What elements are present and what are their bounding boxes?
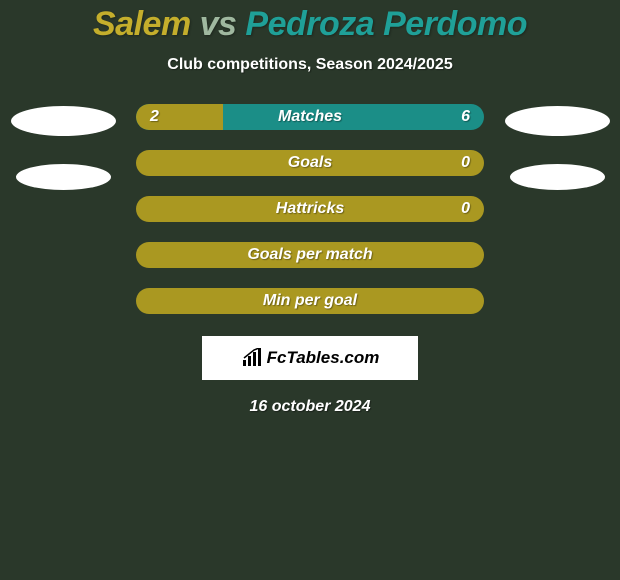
stat-bar: Goals per match bbox=[136, 242, 484, 268]
stat-bar: Goals 0 bbox=[136, 150, 484, 176]
chart-icon bbox=[241, 348, 263, 368]
player1-flag-placeholder bbox=[16, 164, 111, 190]
stat-value-right: 0 bbox=[461, 200, 470, 218]
logo-text: FcTables.com bbox=[267, 348, 380, 368]
stat-bar: Hattricks 0 bbox=[136, 196, 484, 222]
date-text: 16 october 2024 bbox=[0, 398, 620, 416]
stat-value-right: 6 bbox=[461, 108, 470, 126]
stats-area: Matches 2 6 Goals 0 Hattricks 0 Goals per match… bbox=[0, 104, 620, 314]
player1-avatar-placeholder bbox=[11, 106, 116, 136]
stat-label: Goals per match bbox=[247, 246, 372, 264]
logo-box: FcTables.com bbox=[202, 336, 418, 380]
stat-bar: Matches 2 6 bbox=[136, 104, 484, 130]
comparison-card: Salem vs Pedroza Perdomo Club competitio… bbox=[0, 0, 620, 580]
player2-name: Pedroza Perdomo bbox=[245, 5, 527, 43]
stat-label: Matches bbox=[278, 108, 342, 126]
stat-label: Goals bbox=[288, 154, 332, 172]
vs-text: vs bbox=[191, 5, 246, 43]
player1-name: Salem bbox=[93, 5, 191, 43]
player2-avatar-placeholder bbox=[505, 106, 610, 136]
player2-flag-placeholder bbox=[510, 164, 605, 190]
stat-bars: Matches 2 6 Goals 0 Hattricks 0 Goals per match… bbox=[136, 104, 484, 314]
stat-value-right: 0 bbox=[461, 154, 470, 172]
stat-bar: Min per goal bbox=[136, 288, 484, 314]
stat-value-left: 2 bbox=[150, 108, 159, 126]
subtitle: Club competitions, Season 2024/2025 bbox=[0, 56, 620, 74]
stat-label: Hattricks bbox=[276, 200, 344, 218]
player2-avatar-col bbox=[502, 104, 612, 218]
page-title: Salem vs Pedroza Perdomo bbox=[0, 5, 620, 44]
stat-label: Min per goal bbox=[263, 292, 357, 310]
player1-avatar-col bbox=[8, 104, 118, 218]
